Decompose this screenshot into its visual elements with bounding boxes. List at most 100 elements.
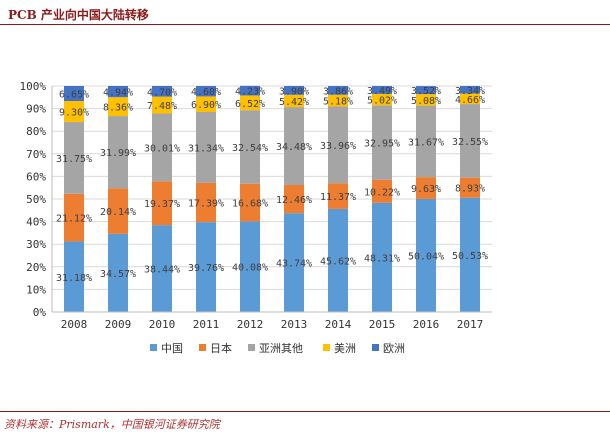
data-label: 5.18%: [323, 97, 353, 108]
legend-label: 欧洲: [383, 342, 405, 355]
data-label: 16.68%: [232, 199, 268, 210]
legend-swatch: [199, 344, 206, 351]
y-tick-label: 90%: [26, 103, 46, 116]
data-label: 11.37%: [320, 192, 356, 203]
bar-segment: [64, 86, 84, 102]
bar-segment: [108, 116, 128, 189]
y-axis: 0% 10% 20% 30% 40% 50% 60% 70% 80% 90% 100%: [20, 80, 53, 319]
bar-segment: [64, 193, 84, 242]
data-label: 5.08%: [411, 96, 441, 107]
bar-segment: [240, 183, 260, 222]
data-label: 32.55%: [452, 137, 488, 148]
data-label: 6.52%: [235, 99, 265, 110]
legend-swatch: [323, 344, 330, 351]
bar-segment: [416, 177, 436, 199]
bar-segment: [108, 188, 128, 234]
data-label: 6.65%: [59, 90, 89, 101]
data-label: 5.42%: [279, 97, 309, 108]
bar-segment: [64, 122, 84, 194]
data-label: 43.74%: [276, 259, 312, 270]
data-label: 50.53%: [452, 251, 488, 262]
stacked-bar-chart: 0% 10% 20% 30% 40% 50% 60% 70% 80% 90% 100% 31.18%…: [20, 80, 492, 355]
data-label: 31.34%: [188, 143, 224, 154]
page-title: PCB 产业向中国大陆转移: [8, 8, 149, 22]
data-label: 3.52%: [411, 86, 441, 97]
data-label: 32.54%: [232, 143, 268, 154]
data-label: 4.70%: [147, 87, 177, 98]
bar-segment: [152, 86, 172, 97]
legend-label: 中国: [161, 342, 183, 355]
source-note: 资料来源：Prismark，中国银河证券研究院: [4, 418, 220, 431]
x-tick-label: 2008: [61, 318, 88, 331]
header-rule: [0, 24, 610, 25]
legend: 中国 日本 亚洲其他 美洲 欧洲: [150, 341, 405, 355]
legend-label: 亚洲其他: [259, 342, 303, 355]
legend-swatch: [150, 344, 157, 351]
data-label: 8.36%: [103, 103, 133, 114]
y-tick-label: 0%: [33, 306, 47, 319]
data-label: 31.99%: [100, 148, 136, 159]
data-label: 31.75%: [56, 154, 92, 165]
x-axis: 2008 2009 2010 2011 2012 2013 2014 2015 2016 2017: [52, 311, 492, 331]
bar-segment: [284, 94, 304, 108]
legend-label: 美洲: [334, 342, 356, 355]
bar-segment: [328, 208, 348, 312]
bar-segment: [240, 85, 260, 96]
bar-segment: [460, 197, 480, 312]
data-label: 30.01%: [144, 143, 180, 154]
data-label: 3.49%: [367, 86, 397, 97]
bar-segment: [240, 95, 260, 111]
data-label: 10.22%: [364, 187, 400, 198]
data-label: 20.14%: [100, 207, 136, 218]
y-tick-label: 10%: [26, 283, 46, 296]
data-label: 34.57%: [100, 269, 136, 280]
bar-segment: [460, 177, 480, 198]
y-tick-label: 40%: [26, 216, 46, 229]
bar-segment: [416, 94, 436, 106]
x-tick-label: 2010: [149, 318, 176, 331]
data-label: 32.95%: [364, 138, 400, 149]
legend-label: 日本: [210, 341, 232, 355]
data-label: 31.18%: [56, 273, 92, 284]
data-label: 38.44%: [144, 265, 180, 276]
data-label: 3.34%: [455, 86, 485, 97]
bar-segment: [64, 241, 84, 312]
y-tick-label: 20%: [26, 261, 46, 274]
bar-segment: [416, 105, 436, 178]
data-label: 12.46%: [276, 195, 312, 206]
bar-segment: [460, 93, 480, 105]
bar-segment: [372, 202, 392, 312]
data-label: 8.93%: [455, 184, 485, 195]
data-label: 39.76%: [188, 263, 224, 274]
bars: 31.18% 21.12% 31.75% 9.30% 6.65% 34.57% 20.14%…: [56, 86, 488, 312]
data-label: 34.48%: [276, 142, 312, 153]
x-tick-label: 2015: [369, 318, 396, 331]
bar-segment: [196, 222, 216, 312]
bar-segment: [152, 96, 172, 114]
y-tick-label: 100%: [20, 80, 47, 93]
bar-segment: [108, 233, 128, 312]
bar-segment: [284, 86, 304, 95]
data-label: 3.86%: [323, 86, 353, 97]
y-tick-label: 60%: [26, 170, 46, 183]
data-label: 17.39%: [188, 198, 224, 209]
data-label: 4.66%: [455, 95, 485, 106]
bar-segment: [284, 107, 304, 185]
x-tick-label: 2016: [413, 318, 440, 331]
bar-segment: [416, 86, 436, 95]
x-tick-label: 2014: [325, 318, 352, 331]
data-label: 9.63%: [411, 184, 441, 195]
y-tick-label: 80%: [26, 125, 46, 138]
bar-segment: [152, 225, 172, 312]
x-tick-label: 2011: [193, 318, 220, 331]
bar-segment: [460, 104, 480, 178]
bar-segment: [152, 181, 172, 226]
bar-segment: [108, 86, 128, 98]
y-tick-label: 30%: [26, 238, 46, 251]
bar-segment: [328, 183, 348, 209]
x-tick-label: 2017: [457, 318, 484, 331]
bar-segment: [416, 198, 436, 312]
bar-segment: [64, 101, 84, 123]
bar-segment: [372, 86, 392, 94]
bar-segment: [328, 86, 348, 95]
